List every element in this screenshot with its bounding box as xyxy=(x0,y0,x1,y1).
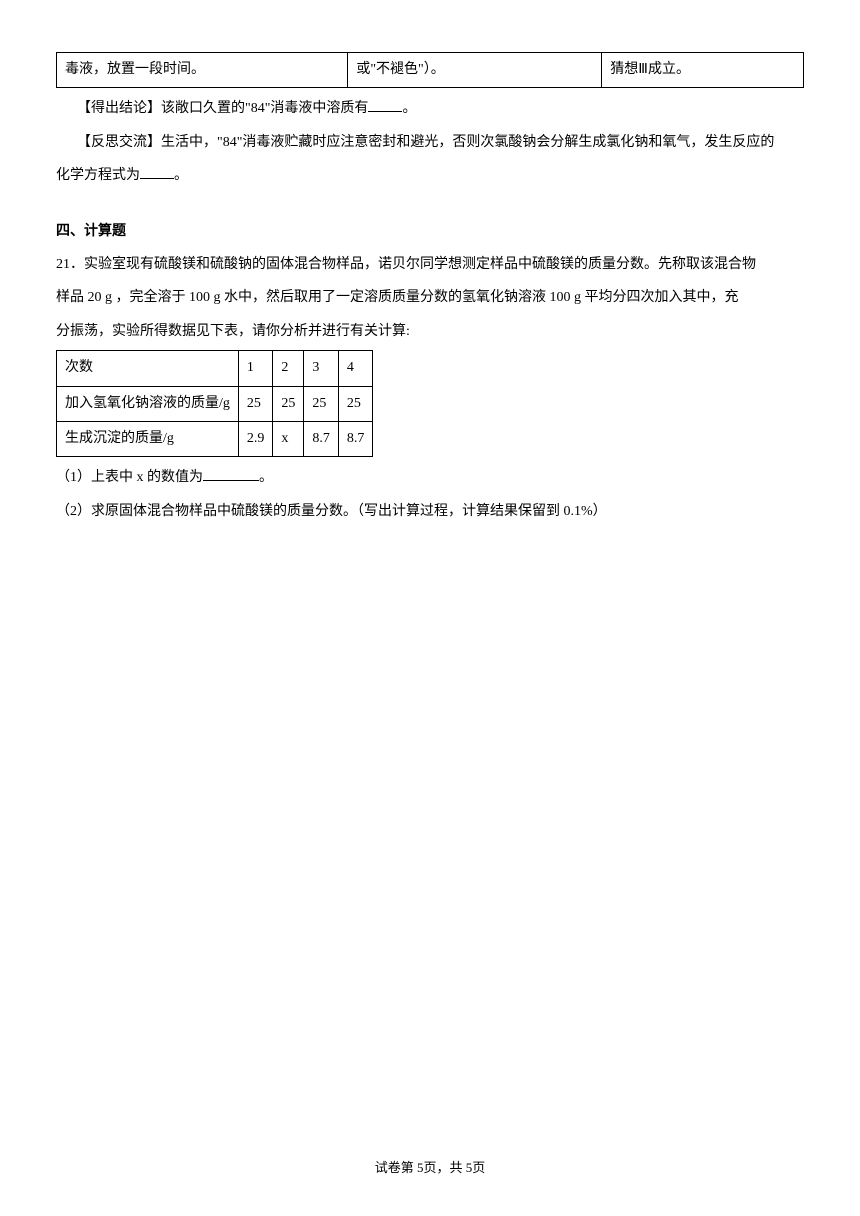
subq1: （1）上表中 x 的数值为 。 xyxy=(56,463,804,492)
cell: 25 xyxy=(273,386,304,421)
fill-blank xyxy=(140,165,174,179)
cell: 8.7 xyxy=(338,421,373,456)
table-row: 毒液，放置一段时间。 或"不褪色"）。 猜想Ⅲ成立。 xyxy=(57,53,804,88)
header-cell: 1 xyxy=(238,351,273,386)
fill-blank xyxy=(368,98,402,112)
period: 。 xyxy=(174,168,188,183)
header-cell: 4 xyxy=(338,351,373,386)
page-content: 毒液，放置一段时间。 或"不褪色"）。 猜想Ⅲ成立。 【得出结论】该敞口久置的"… xyxy=(0,0,860,526)
header-cell: 次数 xyxy=(57,351,239,386)
row-label: 加入氢氧化钠溶液的质量/g xyxy=(57,386,239,421)
data-table: 次数 1 2 3 4 加入氢氧化钠溶液的质量/g 25 25 25 25 生成沉… xyxy=(56,350,373,457)
conclusion-text: 该敞口久置的"84"消毒液中溶质有 xyxy=(161,101,368,116)
period: 。 xyxy=(402,101,416,116)
reflection-label: 【反思交流】 xyxy=(77,135,161,150)
cell: 2.9 xyxy=(238,421,273,456)
table-row: 加入氢氧化钠溶液的质量/g 25 25 25 25 xyxy=(57,386,373,421)
cell: 25 xyxy=(338,386,373,421)
table-row: 次数 1 2 3 4 xyxy=(57,351,373,386)
q21-label: 21． xyxy=(56,257,84,272)
fill-blank xyxy=(203,467,259,481)
q21-p1: 实验室现有硫酸镁和硫酸钠的固体混合物样品，诺贝尔同学想测定样品中硫酸镁的质量分数… xyxy=(84,257,756,272)
reflection-text2: 化学方程式为 xyxy=(56,168,140,183)
row-label: 生成沉淀的质量/g xyxy=(57,421,239,456)
cell: 猜想Ⅲ成立。 xyxy=(602,53,804,88)
q21-line3: 分振荡，实验所得数据见下表，请你分析并进行有关计算: xyxy=(56,317,804,346)
reflection-line1: 【反思交流】生活中，"84"消毒液贮藏时应注意密封和避光，否则次氯酸钠会分解生成… xyxy=(56,128,804,157)
section4-title: 四、计算题 xyxy=(56,217,804,246)
q21-line1: 21．实验室现有硫酸镁和硫酸钠的固体混合物样品，诺贝尔同学想测定样品中硫酸镁的质… xyxy=(56,250,804,279)
header-cell: 3 xyxy=(304,351,339,386)
table-row: 生成沉淀的质量/g 2.9 x 8.7 8.7 xyxy=(57,421,373,456)
conclusion-line: 【得出结论】该敞口久置的"84"消毒液中溶质有 。 xyxy=(56,94,804,123)
cell: x xyxy=(273,421,304,456)
reflection-text1: 生活中，"84"消毒液贮藏时应注意密封和避光，否则次氯酸钠会分解生成氯化钠和氧气… xyxy=(161,135,774,150)
period: 。 xyxy=(259,470,273,485)
cell: 25 xyxy=(304,386,339,421)
page-footer: 试卷第 5页，共 5页 xyxy=(0,1157,860,1176)
q21-line2: 样品 20 g ，完全溶于 100 g 水中，然后取用了一定溶质质量分数的氢氧化… xyxy=(56,283,804,312)
cell: 毒液，放置一段时间。 xyxy=(57,53,348,88)
cell: 25 xyxy=(238,386,273,421)
header-cell: 2 xyxy=(273,351,304,386)
top-partial-table: 毒液，放置一段时间。 或"不褪色"）。 猜想Ⅲ成立。 xyxy=(56,52,804,88)
subq2: （2）求原固体混合物样品中硫酸镁的质量分数。（写出计算过程，计算结果保留到 0.… xyxy=(56,497,804,526)
subq1-prefix: （1）上表中 x 的数值为 xyxy=(56,470,203,485)
conclusion-label: 【得出结论】 xyxy=(77,101,161,116)
reflection-line2: 化学方程式为 。 xyxy=(56,161,804,190)
cell: 8.7 xyxy=(304,421,339,456)
cell: 或"不褪色"）。 xyxy=(348,53,602,88)
